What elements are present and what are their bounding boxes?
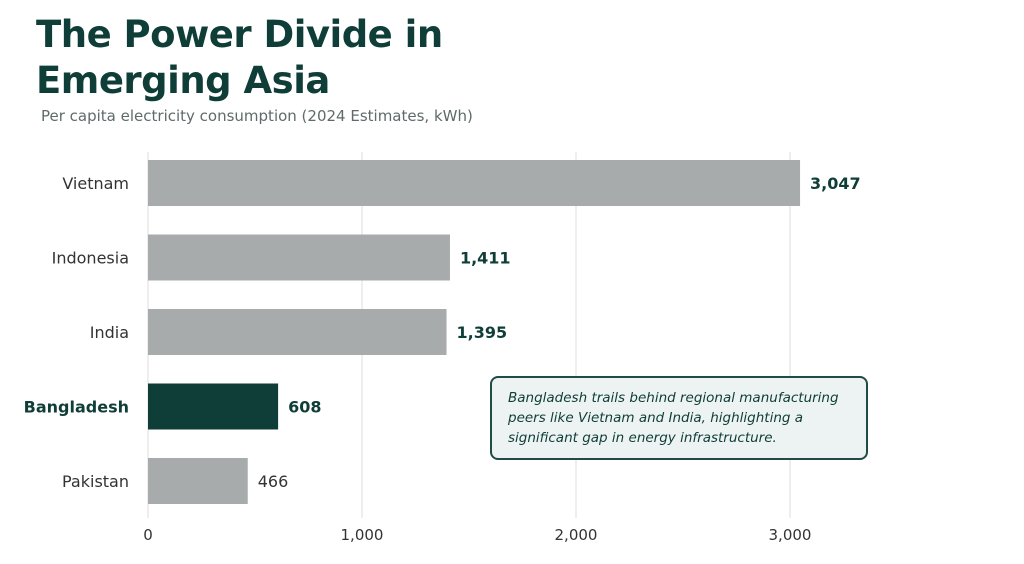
x-tick-label: 1,000 bbox=[341, 526, 384, 544]
x-tick-label: 3,000 bbox=[769, 526, 812, 544]
value-label: 3,047 bbox=[810, 174, 861, 193]
category-label: Indonesia bbox=[52, 249, 129, 268]
category-label: Bangladesh bbox=[24, 398, 129, 417]
value-label: 608 bbox=[288, 398, 321, 417]
bar-pakistan bbox=[148, 458, 248, 504]
bars bbox=[148, 160, 801, 504]
bar-indonesia bbox=[148, 234, 450, 281]
chart-subtitle: Per capita electricity consumption (2024… bbox=[41, 107, 473, 125]
bar-bangladesh bbox=[148, 383, 279, 430]
category-label: Vietnam bbox=[62, 174, 129, 193]
category-label: Pakistan bbox=[62, 472, 129, 491]
chart-title: The Power Divide in Emerging Asia bbox=[36, 13, 443, 102]
bar-vietnam bbox=[148, 160, 801, 206]
category-label: India bbox=[90, 323, 129, 342]
x-tick-label: 0 bbox=[143, 526, 153, 544]
bar-india bbox=[148, 309, 447, 355]
x-tick-label: 2,000 bbox=[555, 526, 598, 544]
value-label: 1,395 bbox=[457, 323, 508, 342]
value-label: 1,411 bbox=[460, 249, 511, 268]
annotation-callout: Bangladesh trails behind regional manufa… bbox=[490, 376, 868, 460]
value-label: 466 bbox=[258, 472, 289, 491]
labels: 0 1,000 2,000 3,000 Vietnam 3,047 Indonesia 1,4… bbox=[24, 174, 861, 544]
